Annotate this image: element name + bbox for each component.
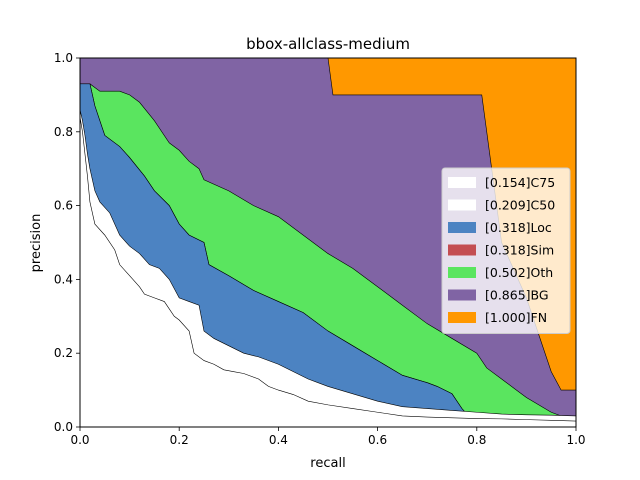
area-0-209-c50 [80,109,576,427]
y-tick-label: 0.0 [54,420,73,434]
legend-swatch-0-318-loc [448,222,476,233]
x-tick-label: 0.2 [170,433,189,447]
y-tick-label: 0.2 [54,346,73,360]
x-tick-label: 0.0 [70,433,89,447]
y-tick-label: 0.8 [54,125,73,139]
plot-areas [79,57,577,427]
x-tick-label: 0.6 [368,433,387,447]
legend-label-0-502-oth: [0.502]Oth [485,265,553,280]
legend-label-0-865-bg: [0.865]BG [485,288,549,303]
curve-0-209-c50 [79,109,577,417]
chart-title: bbox-allclass-medium [246,35,410,53]
legend-label-1-000-fn: [1.000]FN [485,310,547,325]
legend-label-0-318-sim: [0.318]Sim [485,243,554,258]
y-tick-label: 0.6 [54,199,73,213]
y-tick-label: 0.4 [54,272,73,286]
x-axis-label: recall [310,456,345,471]
legend-label-0-318-loc: [0.318]Loc [485,220,552,235]
area-0-154-c75 [80,117,576,427]
legend-swatch-0-865-bg [448,289,476,301]
y-tick-label: 1.0 [54,51,73,65]
legend-swatch-0-502-oth [448,267,476,278]
legend: [0.154]C75 [0.209]C50 [0.318]Loc [0.318]Sim… [441,167,571,334]
legend-label-0-154-c75: [0.154]C75 [485,175,555,190]
x-tick-label: 1.0 [566,433,585,447]
legend-swatch-0-318-sim [448,244,476,256]
x-tick-label: 0.4 [269,433,288,447]
legend-swatch-1-000-fn [448,312,476,323]
legend-swatch-0-154-c75 [448,177,476,188]
curve-0-154-c75 [79,116,577,422]
x-tick-label: 0.8 [467,433,486,447]
curve-0-502-oth [80,83,576,417]
y-axis-label: precision [29,214,44,273]
legend-swatch-0-209-c50 [448,199,476,211]
legend-label-0-209-c50: [0.209]C50 [485,198,555,213]
y-axis-ticks: 0.0 0.2 0.4 0.6 0.8 1.0 [54,51,80,434]
plot-frame [79,57,577,428]
x-axis-ticks: 0.0 0.2 0.4 0.6 0.8 1.0 [70,427,586,447]
